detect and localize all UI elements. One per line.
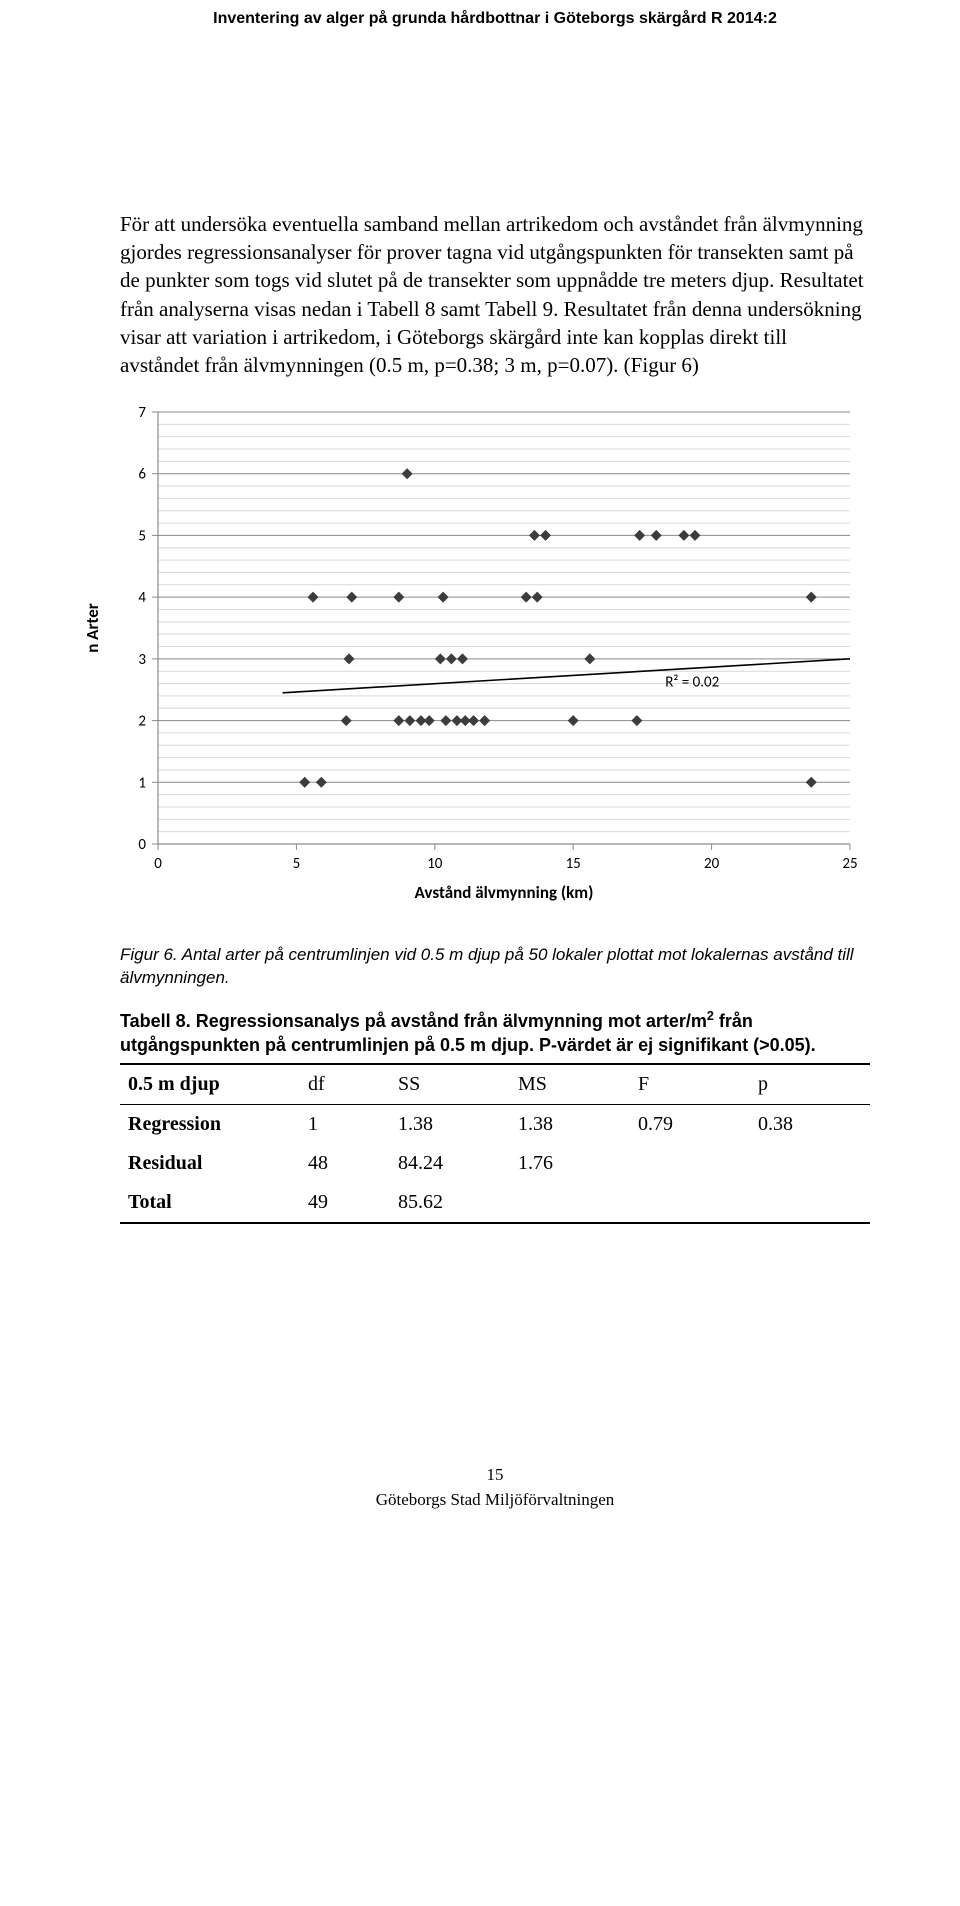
table-cell: 49 (300, 1183, 390, 1223)
svg-text:4: 4 (138, 589, 146, 607)
svg-text:2: 2 (138, 712, 146, 730)
scatter-chart: 0 1 2 3 4 5 6 7 0 5 10 15 20 25 R² = 0.02 Avstånd älvmy… (70, 394, 870, 914)
table-cell: Residual (120, 1144, 300, 1183)
svg-text:0: 0 (154, 855, 162, 873)
svg-text:5: 5 (138, 527, 146, 545)
table-header-cell: F (630, 1064, 750, 1105)
svg-text:25: 25 (842, 855, 857, 873)
svg-text:15: 15 (566, 855, 581, 873)
chart-svg: 0 1 2 3 4 5 6 7 0 5 10 15 20 25 R² = 0.02 Avstånd älvmy… (70, 394, 870, 914)
body-paragraph: För att undersöka eventuella samband mel… (120, 210, 870, 380)
regression-table: 0.5 m djupdfSSMSFp Regression11.381.380.… (120, 1063, 870, 1224)
svg-text:20: 20 (704, 855, 720, 873)
table-header-cell: SS (390, 1064, 510, 1105)
table-cell: Regression (120, 1105, 300, 1145)
page-footer: 15 Göteborgs Stad Miljöförvaltningen (120, 1464, 870, 1512)
table-cell: 1.76 (510, 1144, 630, 1183)
table-cell (630, 1144, 750, 1183)
table-row: Residual4884.241.76 (120, 1144, 870, 1183)
table-cell: 1 (300, 1105, 390, 1145)
svg-text:n Arter: n Arter (82, 603, 103, 653)
table-cell (630, 1183, 750, 1223)
svg-text:10: 10 (427, 855, 443, 873)
svg-text:R² = 0.02: R² = 0.02 (665, 673, 719, 691)
table-header-cell: MS (510, 1064, 630, 1105)
svg-text:6: 6 (138, 465, 146, 483)
page-number: 15 (120, 1464, 870, 1487)
table-cell: 85.62 (390, 1183, 510, 1223)
table-cell: 0.79 (630, 1105, 750, 1145)
svg-text:0: 0 (138, 836, 146, 854)
table-cell: 84.24 (390, 1144, 510, 1183)
table-cell (750, 1183, 870, 1223)
table-cell: 48 (300, 1144, 390, 1183)
figure-caption: Figur 6. Antal arter på centrumlinjen vi… (120, 944, 870, 990)
table-row: Total4985.62 (120, 1183, 870, 1223)
svg-text:5: 5 (293, 855, 301, 873)
svg-text:Avstånd älvmynning (km): Avstånd älvmynning (km) (415, 882, 594, 903)
table-header-cell: 0.5 m djup (120, 1064, 300, 1105)
table-cell (750, 1144, 870, 1183)
table-title: Tabell 8. Regressionsanalys på avstånd f… (120, 1008, 870, 1058)
table-header-cell: p (750, 1064, 870, 1105)
table-cell: 1.38 (510, 1105, 630, 1145)
svg-text:7: 7 (138, 404, 146, 422)
table-cell (510, 1183, 630, 1223)
table-cell: Total (120, 1183, 300, 1223)
svg-text:3: 3 (138, 651, 146, 669)
running-header: Inventering av alger på grunda hårdbottn… (120, 8, 870, 30)
table-title-sup: 2 (707, 1009, 714, 1023)
table-row: Regression11.381.380.790.38 (120, 1105, 870, 1145)
svg-text:1: 1 (138, 774, 146, 792)
table-title-prefix: Tabell 8. Regressionsanalys på avstånd f… (120, 1011, 707, 1031)
table-header-cell: df (300, 1064, 390, 1105)
table-cell: 0.38 (750, 1105, 870, 1145)
table-cell: 1.38 (390, 1105, 510, 1145)
publisher: Göteborgs Stad Miljöförvaltningen (120, 1489, 870, 1512)
